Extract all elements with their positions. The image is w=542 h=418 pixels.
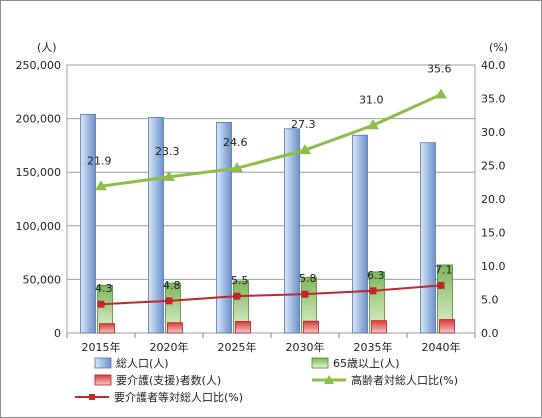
y-right-tick-label: 5.0 [481, 294, 499, 307]
senior-ratio-line [100, 93, 442, 188]
bar-series [80, 113, 455, 334]
care-ratio-data-label: 6.3 [367, 269, 385, 282]
data-labels: 21.9 23.3 24.6 27.3 31.0 35.6 4.3 4.8 5.5 5.8 6.3 7… [87, 62, 453, 295]
x-tick-label: 2025年 [218, 340, 257, 354]
senior-ratio-marker [163, 170, 175, 181]
legend-label: 総人口(人) [116, 356, 169, 370]
senior-ratio-data-label: 27.3 [291, 118, 316, 131]
y-right-tick-label: 0.0 [481, 327, 499, 340]
axes: 0 50,000 100,000 150,000 200,000 250,000 0.0 5.… [16, 41, 509, 354]
legend-marker [324, 375, 334, 384]
care-ratio-data-label: 4.8 [163, 279, 181, 292]
care-recipients-bar [439, 319, 455, 334]
care-recipients-bar [303, 320, 319, 334]
care-ratio-data-label: 7.1 [435, 263, 453, 276]
total-population-bar [420, 142, 436, 334]
care-ratio-marker [165, 297, 173, 305]
senior-ratio-marker [231, 162, 243, 173]
senior-ratio-data-label: 24.6 [223, 136, 248, 149]
senior-ratio-marker [95, 180, 107, 191]
care-ratio-data-label: 5.5 [231, 274, 249, 287]
y-right-tick-label: 15.0 [481, 227, 506, 240]
care-ratio-marker [233, 292, 241, 300]
x-tick-label: 2035年 [354, 340, 393, 354]
care-ratio-marker [437, 281, 445, 289]
legend-swatch [311, 357, 329, 369]
x-tick-label: 2040年 [422, 340, 461, 354]
y-left-tick-label: 200,000 [16, 113, 62, 126]
legend-marker [89, 394, 95, 400]
care-ratio-marker [97, 300, 105, 308]
care-ratio-marker [369, 287, 377, 295]
total-population-bar [80, 113, 96, 334]
legend: 総人口(人) 65歳以上(人) 要介護(支援)者数(人) 高齢者対総人口比(%) 要介護… [75, 356, 458, 404]
y-left-tick-label: 250,000 [16, 59, 62, 72]
senior-ratio-data-label: 23.3 [155, 145, 180, 158]
y-right-tick-label: 10.0 [481, 260, 506, 273]
legend-senior-population: 65歳以上(人) [311, 357, 400, 370]
care-recipients-bar [99, 323, 115, 334]
legend-label: 65歳以上(人) [333, 357, 400, 370]
y-left-tick-label: 100,000 [16, 220, 62, 233]
x-tick-label: 2015年 [82, 340, 121, 354]
y-right-unit: (%) [489, 41, 508, 54]
legend-label: 要介護者等対総人口比(%) [114, 390, 243, 404]
legend-senior-ratio: 高齢者対総人口比(%) [312, 373, 458, 387]
care-ratio-marker [301, 290, 309, 298]
y-right-tick-label: 25.0 [481, 160, 506, 173]
y-left-tick-label: 150,000 [16, 166, 62, 179]
care-recipients-bar [167, 322, 183, 334]
senior-ratio-marker [299, 144, 311, 155]
legend-swatch [94, 357, 112, 369]
senior-ratio-marker [367, 119, 379, 130]
legend-label: 要介護(支援)者数(人) [116, 373, 221, 387]
y-left-unit: (人) [37, 41, 57, 54]
x-tick-label: 2020年 [150, 340, 189, 354]
legend-total-population: 総人口(人) [94, 356, 169, 370]
care-ratio-data-label: 5.8 [299, 272, 317, 285]
care-recipients-bar [235, 321, 251, 334]
senior-ratio-marker [435, 88, 447, 99]
total-population-bar [352, 134, 368, 334]
y-left-tick-label: 0 [54, 327, 61, 340]
care-recipients-bar [371, 320, 387, 334]
y-right-tick-label: 40.0 [481, 59, 506, 72]
legend-swatch [94, 374, 112, 386]
legend-label: 高齢者対総人口比(%) [351, 373, 458, 387]
senior-ratio-data-label: 35.6 [427, 62, 452, 75]
y-right-tick-label: 20.0 [481, 193, 506, 206]
care-ratio-data-label: 4.3 [95, 282, 113, 295]
legend-care-ratio: 要介護者等対総人口比(%) [75, 390, 243, 404]
line-series [95, 88, 447, 308]
y-right-tick-label: 30.0 [481, 126, 506, 139]
y-left-tick-label: 50,000 [23, 273, 62, 286]
total-population-bar [216, 121, 232, 334]
total-population-bar [148, 117, 164, 334]
y-right-tick-label: 35.0 [481, 93, 506, 106]
total-population-bar [284, 128, 300, 334]
senior-ratio-data-label: 31.0 [359, 93, 384, 106]
legend-care-recipients: 要介護(支援)者数(人) [94, 373, 221, 387]
senior-ratio-data-label: 21.9 [87, 154, 112, 167]
care-ratio-line [100, 284, 442, 306]
x-tick-label: 2030年 [286, 340, 325, 354]
